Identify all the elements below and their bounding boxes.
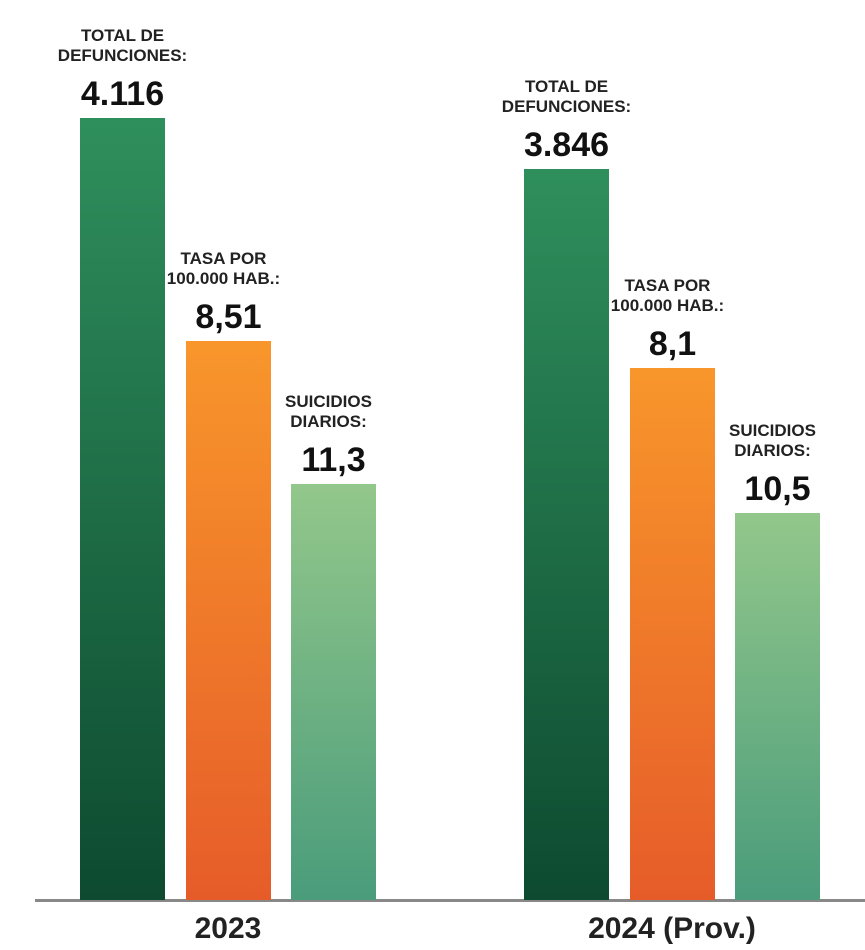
series-label: TASA POR 100.000 HAB.: [610,275,725,315]
bar [735,513,820,900]
data-label: 11,3 [301,441,366,479]
bar [524,169,609,900]
bar [186,341,271,900]
data-label: 8,1 [648,324,697,363]
x-tick-label: 2023 [194,912,262,945]
baseline [35,899,865,902]
data-label: 10,5 [744,470,811,509]
series-label: SUICIDIOS DIARIOS: [285,392,372,431]
bar [291,484,376,900]
bar [630,367,715,900]
series-label: TOTAL DE DEFUNCIONES: [57,26,188,65]
data-label: 8,51 [195,298,262,336]
series-label: TASA POR 100.000 HAB.: [166,249,281,288]
x-tick-label: 2024 (Prov.) [588,912,756,945]
bar [80,118,165,900]
series-label: TOTAL DE DEFUNCIONES: [501,77,632,117]
data-label: 3.846 [523,126,610,165]
data-label: 4.116 [80,75,165,113]
series-label: SUICIDIOS DIARIOS: [729,421,816,461]
